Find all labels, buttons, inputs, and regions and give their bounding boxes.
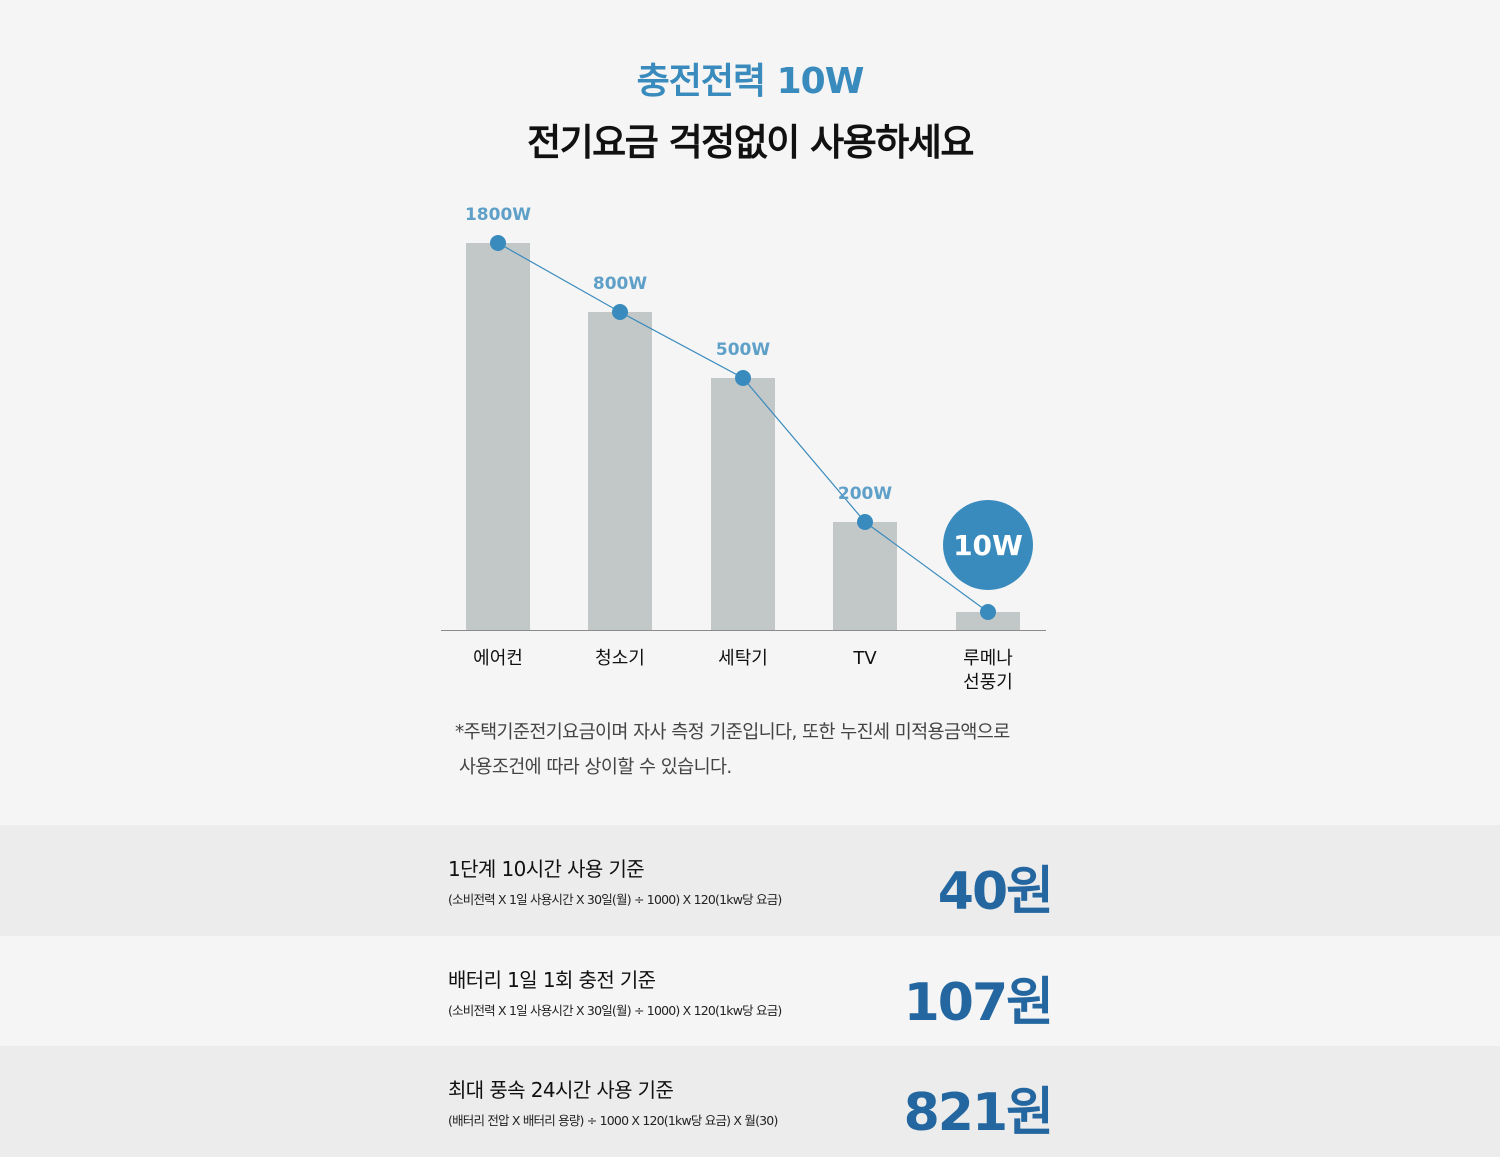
data-point-1 <box>612 304 628 320</box>
highlight-badge <box>943 500 1033 590</box>
headline-main: 전기요금 걱정없이 사용하세요 <box>527 121 974 164</box>
cost-row-formula: (소비전력 X 1일 사용시간 X 30일(월) ÷ 1000) X 120(1… <box>448 892 782 907</box>
bar-3 <box>833 522 897 630</box>
cost-row-formula: (소비전력 X 1일 사용시간 X 30일(월) ÷ 1000) X 120(1… <box>448 1003 782 1018</box>
cost-row-3: 최대 풍속 24시간 사용 기준 (배터리 전압 X 배터리 용량) ÷ 100… <box>0 1046 1500 1157</box>
cost-row-2: 배터리 1일 1회 충전 기준 (소비전력 X 1일 사용시간 X 30일(월)… <box>0 936 1500 1047</box>
category-label-0: 에어컨 <box>473 648 523 669</box>
cost-row-price: 107원 <box>903 973 1054 1033</box>
value-label-4: 10W <box>953 529 1023 562</box>
disclaimer-line-2: 사용조건에 따라 상이할 수 있습니다. <box>459 757 732 778</box>
cost-row-title: 1단계 10시간 사용 기준 <box>448 857 645 881</box>
category-label-1: 청소기 <box>595 648 645 669</box>
cost-row-title: 배터리 1일 1회 충전 기준 <box>448 968 656 992</box>
value-label-0: 1800W <box>465 205 531 225</box>
data-point-3 <box>857 514 873 530</box>
bar-0 <box>466 243 530 630</box>
cost-row-formula: (배터리 전압 X 배터리 용량) ÷ 1000 X 120(1kw당 요금) … <box>448 1113 778 1128</box>
cost-row-price: 40원 <box>937 862 1054 922</box>
bar-4 <box>956 612 1020 630</box>
headline-accent: 충전전력 10W <box>636 61 865 102</box>
disclaimer-line-1: *주택기준전기요금이며 자사 측정 기준입니다, 또한 누진세 미적용금액으로 <box>455 722 1010 743</box>
data-point-4 <box>980 604 996 620</box>
value-label-1: 800W <box>593 274 647 294</box>
cost-row-1: 1단계 10시간 사용 기준 (소비전력 X 1일 사용시간 X 30일(월) … <box>0 825 1500 936</box>
bar-2 <box>711 378 775 630</box>
category-label-3: TV <box>852 648 877 669</box>
value-label-2: 500W <box>716 340 770 360</box>
value-label-3: 200W <box>838 484 892 504</box>
bar-1 <box>588 312 652 630</box>
power-comparison-chart: 1800W 800W 500W 200W 10W 에어컨 청소기 세탁기 TV 루메나 선풍기 <box>441 205 1046 693</box>
cost-row-price: 821원 <box>903 1083 1054 1143</box>
category-label-2: 세탁기 <box>718 648 768 669</box>
cost-row-title: 최대 풍속 24시간 사용 기준 <box>448 1078 674 1102</box>
data-point-2 <box>735 370 751 386</box>
data-point-0 <box>490 235 506 251</box>
category-label-4: 루메나 선풍기 <box>963 648 1013 693</box>
